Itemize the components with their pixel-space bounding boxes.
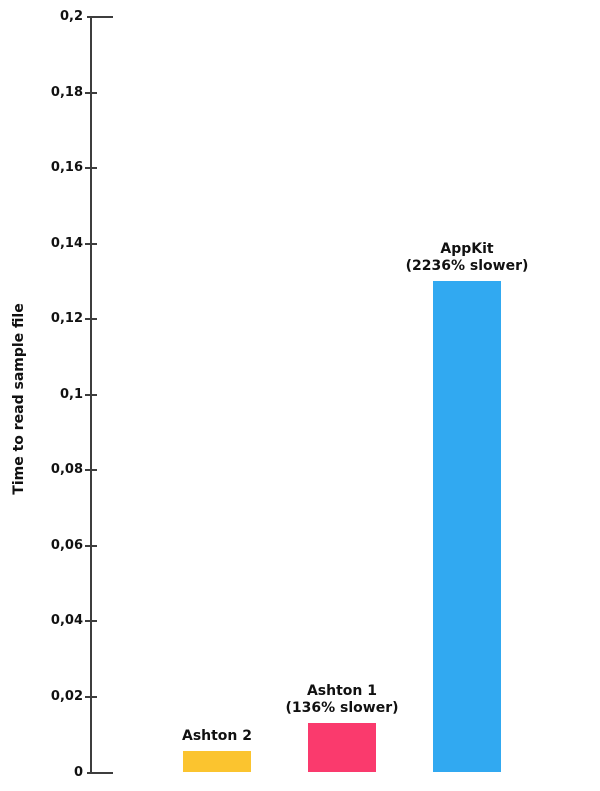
y-tick-mark <box>85 318 97 321</box>
y-tick-mark <box>85 91 97 94</box>
y-tick-mark <box>87 771 113 774</box>
y-tick-label: 0,12 <box>50 311 83 327</box>
bar-label-appkit: AppKit (2236% slower) <box>406 241 529 275</box>
bar-ashton-1 <box>308 722 376 773</box>
y-tick-mark <box>87 16 113 18</box>
bar-label-line: (136% slower) <box>285 699 399 716</box>
bar-label-ashton-2: Ashton 2 <box>182 728 252 745</box>
y-tick-mark <box>85 469 97 472</box>
y-tick-mark <box>85 620 97 623</box>
y-tick-label: 0,04 <box>50 613 83 629</box>
bar-label-line: AppKit <box>440 241 494 258</box>
y-tick-label: 0,02 <box>50 688 83 704</box>
y-tick-label: 0,08 <box>50 462 83 478</box>
y-tick-mark <box>85 695 97 698</box>
bar-ashton-2 <box>183 751 251 773</box>
bar-label-line: (2236% slower) <box>405 258 529 275</box>
bar-appkit <box>433 281 501 773</box>
y-tick-label: 0,06 <box>50 537 83 553</box>
y-tick-label: 0,16 <box>50 160 83 176</box>
bar-label-line: Ashton 2 <box>181 728 253 745</box>
y-tick-label: 0,18 <box>50 84 83 100</box>
y-tick-label: 0,1 <box>59 386 83 402</box>
bar-label-ashton-1: Ashton 1 (136% slower) <box>285 683 398 717</box>
bar-label-line: Ashton 1 <box>306 682 378 699</box>
y-tick-mark <box>85 393 97 396</box>
y-tick-mark <box>85 167 97 170</box>
y-tick-label: 0 <box>73 764 83 780</box>
y-tick-label: 0,14 <box>50 235 83 251</box>
y-tick-label: 0,2 <box>59 9 83 24</box>
y-tick-mark <box>85 242 97 245</box>
y-tick-mark <box>85 544 97 547</box>
